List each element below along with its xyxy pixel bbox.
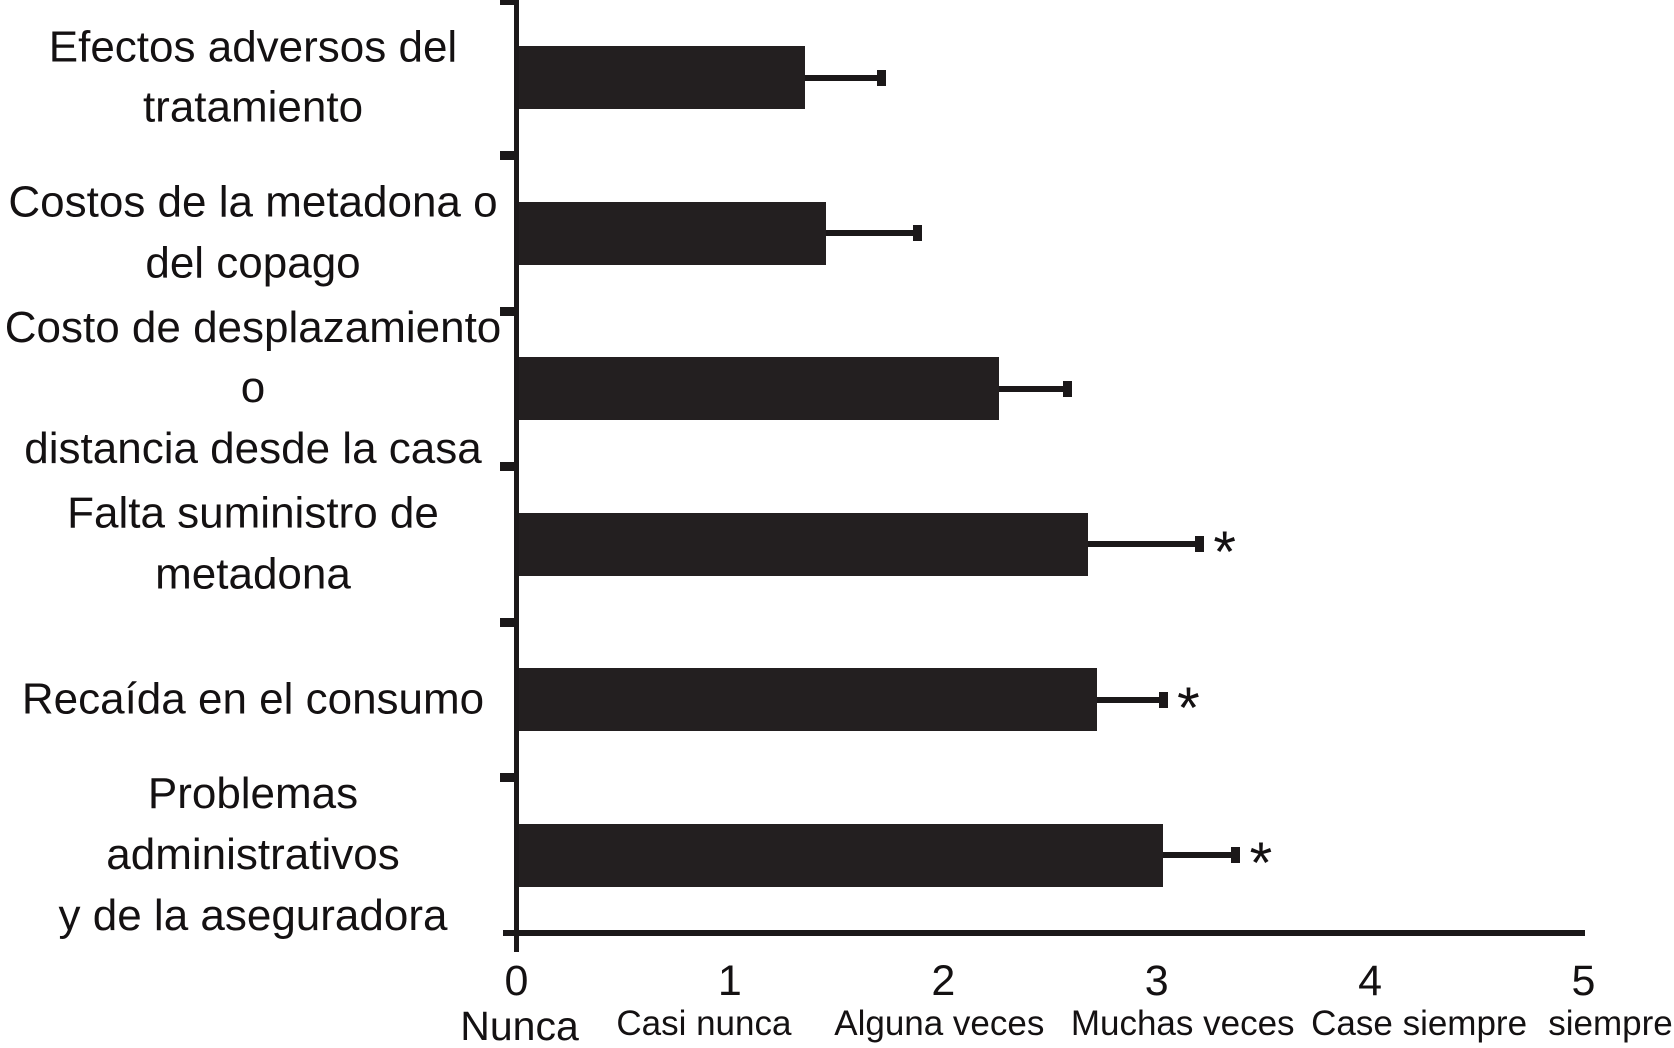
- x-tick-word: Alguna veces: [834, 1004, 1045, 1043]
- x-tick-number: 4: [1358, 957, 1383, 1005]
- bar: [519, 201, 826, 265]
- x-tick-word: Casi nunca: [616, 1004, 792, 1043]
- y-axis-category-tick: [500, 462, 518, 471]
- significance-asterisk: *: [1213, 520, 1236, 586]
- category-label: Costo de desplazamiento o distancia desd…: [4, 302, 502, 474]
- error-bar-line: [1163, 852, 1236, 859]
- x-tick-number: 3: [1144, 957, 1169, 1005]
- error-bar-line: [804, 74, 882, 81]
- x-tick-number: 5: [1571, 957, 1596, 1005]
- error-bar-line: [1088, 541, 1200, 548]
- error-bar-line: [825, 230, 918, 237]
- bar: [519, 46, 805, 110]
- bar: [519, 512, 1089, 576]
- significance-asterisk: *: [1249, 831, 1273, 897]
- error-bar-cap: [1231, 847, 1241, 864]
- category-label: Recaída en el consumo: [21, 674, 485, 724]
- error-bar-line: [998, 385, 1068, 392]
- bar: [519, 823, 1164, 887]
- x-tick-word: siempre: [1548, 1004, 1673, 1043]
- significance-asterisk: *: [1177, 675, 1200, 741]
- x-tick-word: Case siempre: [1311, 1004, 1528, 1043]
- y-axis-line: [514, 0, 519, 952]
- x-tick-number: 1: [717, 957, 742, 1005]
- bar: [519, 668, 1097, 732]
- error-bar-cap: [1062, 380, 1072, 397]
- y-axis-category-tick: [500, 773, 518, 782]
- x-tick-number: 0: [504, 957, 529, 1005]
- y-axis-category-tick: [500, 306, 518, 316]
- error-bar-cap: [876, 69, 886, 86]
- x-tick-word: Nunca: [460, 1003, 579, 1048]
- error-bar-cap: [1194, 536, 1204, 553]
- error-bar-cap: [1158, 691, 1168, 708]
- category-label: Efectos adversos del tratamiento: [48, 22, 458, 132]
- x-axis-line: [503, 930, 1585, 936]
- category-label: Falta suministro de metadona: [67, 488, 439, 599]
- bar: [519, 357, 999, 421]
- error-bar-line: [1096, 696, 1164, 703]
- error-bar-cap: [913, 225, 923, 242]
- x-tick-number: 2: [931, 957, 956, 1005]
- category-label: Costos de la metadona o del copago: [8, 177, 498, 288]
- y-axis-category-tick: [500, 151, 518, 160]
- y-axis-category-tick: [500, 0, 518, 5]
- category-label: Problemas administrativos y de la asegur…: [58, 769, 448, 940]
- x-tick-word: Muchas veces: [1070, 1004, 1295, 1043]
- y-axis-category-tick: [500, 617, 518, 627]
